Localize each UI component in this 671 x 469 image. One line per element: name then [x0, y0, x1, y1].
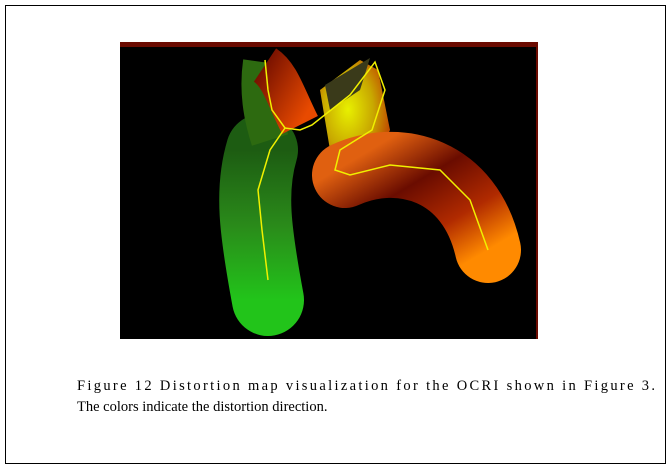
caption-line: The colors indicate the distortion direc…: [77, 399, 327, 415]
distortion-map-image: [120, 42, 538, 339]
figure: Figure 12 Distortion map visualization f…: [0, 0, 671, 469]
caption-line: Figure 12 Distortion map visualization f…: [77, 378, 655, 394]
page: Figure 12 Distortion map visualization f…: [0, 0, 671, 469]
